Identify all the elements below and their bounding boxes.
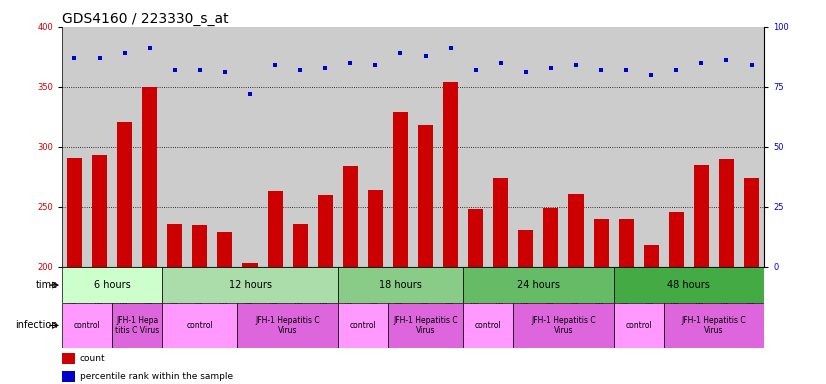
Bar — [619, 219, 634, 267]
Point — [745, 62, 758, 68]
Bar — [243, 263, 258, 267]
Point — [344, 60, 357, 66]
Text: control: control — [74, 321, 101, 330]
Point — [169, 67, 182, 73]
Point — [494, 60, 507, 66]
Bar — [443, 82, 458, 267]
Text: JFH-1 Hepatitis C
Virus: JFH-1 Hepatitis C Virus — [681, 316, 746, 335]
Point — [93, 55, 107, 61]
Bar — [112, 303, 162, 348]
Point — [218, 70, 231, 76]
Bar — [643, 245, 659, 267]
Point — [644, 72, 657, 78]
Bar — [493, 178, 508, 267]
Text: 48 hours: 48 hours — [667, 280, 710, 290]
Point — [68, 55, 81, 61]
Bar — [162, 267, 338, 303]
Point — [394, 50, 407, 56]
Point — [444, 45, 458, 51]
Text: JFH-1 Hepatitis C
Virus: JFH-1 Hepatitis C Virus — [255, 316, 320, 335]
Bar — [192, 225, 207, 267]
Text: control: control — [625, 321, 652, 330]
Bar — [338, 303, 388, 348]
Text: control: control — [187, 321, 213, 330]
Point — [695, 60, 708, 66]
Text: time: time — [36, 280, 58, 290]
Text: control: control — [349, 321, 376, 330]
Text: 18 hours: 18 hours — [379, 280, 422, 290]
Bar — [67, 158, 82, 267]
Text: GDS4160 / 223330_s_at: GDS4160 / 223330_s_at — [62, 12, 229, 26]
Bar — [744, 178, 759, 267]
Text: JFH-1 Hepatitis C
Virus: JFH-1 Hepatitis C Virus — [393, 316, 458, 335]
Point — [569, 62, 582, 68]
Bar — [594, 219, 609, 267]
Bar — [568, 194, 583, 267]
Text: 6 hours: 6 hours — [93, 280, 131, 290]
Point — [319, 65, 332, 71]
Text: JFH-1 Hepa
titis C Virus: JFH-1 Hepa titis C Virus — [115, 316, 159, 335]
Bar — [62, 353, 74, 364]
Bar — [719, 159, 734, 267]
Point — [719, 58, 733, 64]
Bar — [664, 303, 764, 348]
Bar — [62, 303, 112, 348]
Bar — [468, 209, 483, 267]
Bar — [338, 267, 463, 303]
Bar — [142, 87, 157, 267]
Bar — [669, 212, 684, 267]
Text: JFH-1 Hepatitis C
Virus: JFH-1 Hepatitis C Virus — [531, 316, 596, 335]
Bar — [167, 223, 183, 267]
Bar — [217, 232, 232, 267]
Bar — [343, 166, 358, 267]
Bar — [418, 125, 433, 267]
Bar — [544, 208, 558, 267]
Bar — [388, 303, 463, 348]
Bar — [694, 165, 709, 267]
Point — [544, 65, 558, 71]
Point — [368, 62, 382, 68]
Bar — [292, 223, 307, 267]
Point — [670, 67, 683, 73]
Point — [268, 62, 282, 68]
Point — [520, 70, 533, 76]
Bar — [162, 303, 238, 348]
Point — [293, 67, 306, 73]
Bar — [614, 303, 664, 348]
Text: 12 hours: 12 hours — [229, 280, 272, 290]
Bar — [513, 303, 614, 348]
Text: count: count — [79, 354, 105, 363]
Point — [469, 67, 482, 73]
Point — [143, 45, 156, 51]
Text: percentile rank within the sample: percentile rank within the sample — [79, 372, 233, 381]
Point — [193, 67, 206, 73]
Point — [118, 50, 131, 56]
Bar — [268, 191, 282, 267]
Bar — [92, 155, 107, 267]
Text: 24 hours: 24 hours — [517, 280, 560, 290]
Text: infection: infection — [16, 320, 58, 331]
Bar — [62, 371, 74, 382]
Bar — [117, 122, 132, 267]
Point — [244, 91, 257, 97]
Bar — [463, 267, 614, 303]
Bar — [463, 303, 513, 348]
Bar — [368, 190, 383, 267]
Bar — [614, 267, 764, 303]
Bar — [318, 195, 333, 267]
Bar — [62, 267, 162, 303]
Bar — [393, 112, 408, 267]
Point — [620, 67, 633, 73]
Point — [419, 53, 432, 59]
Bar — [519, 230, 534, 267]
Bar — [238, 303, 338, 348]
Text: control: control — [475, 321, 501, 330]
Point — [595, 67, 608, 73]
